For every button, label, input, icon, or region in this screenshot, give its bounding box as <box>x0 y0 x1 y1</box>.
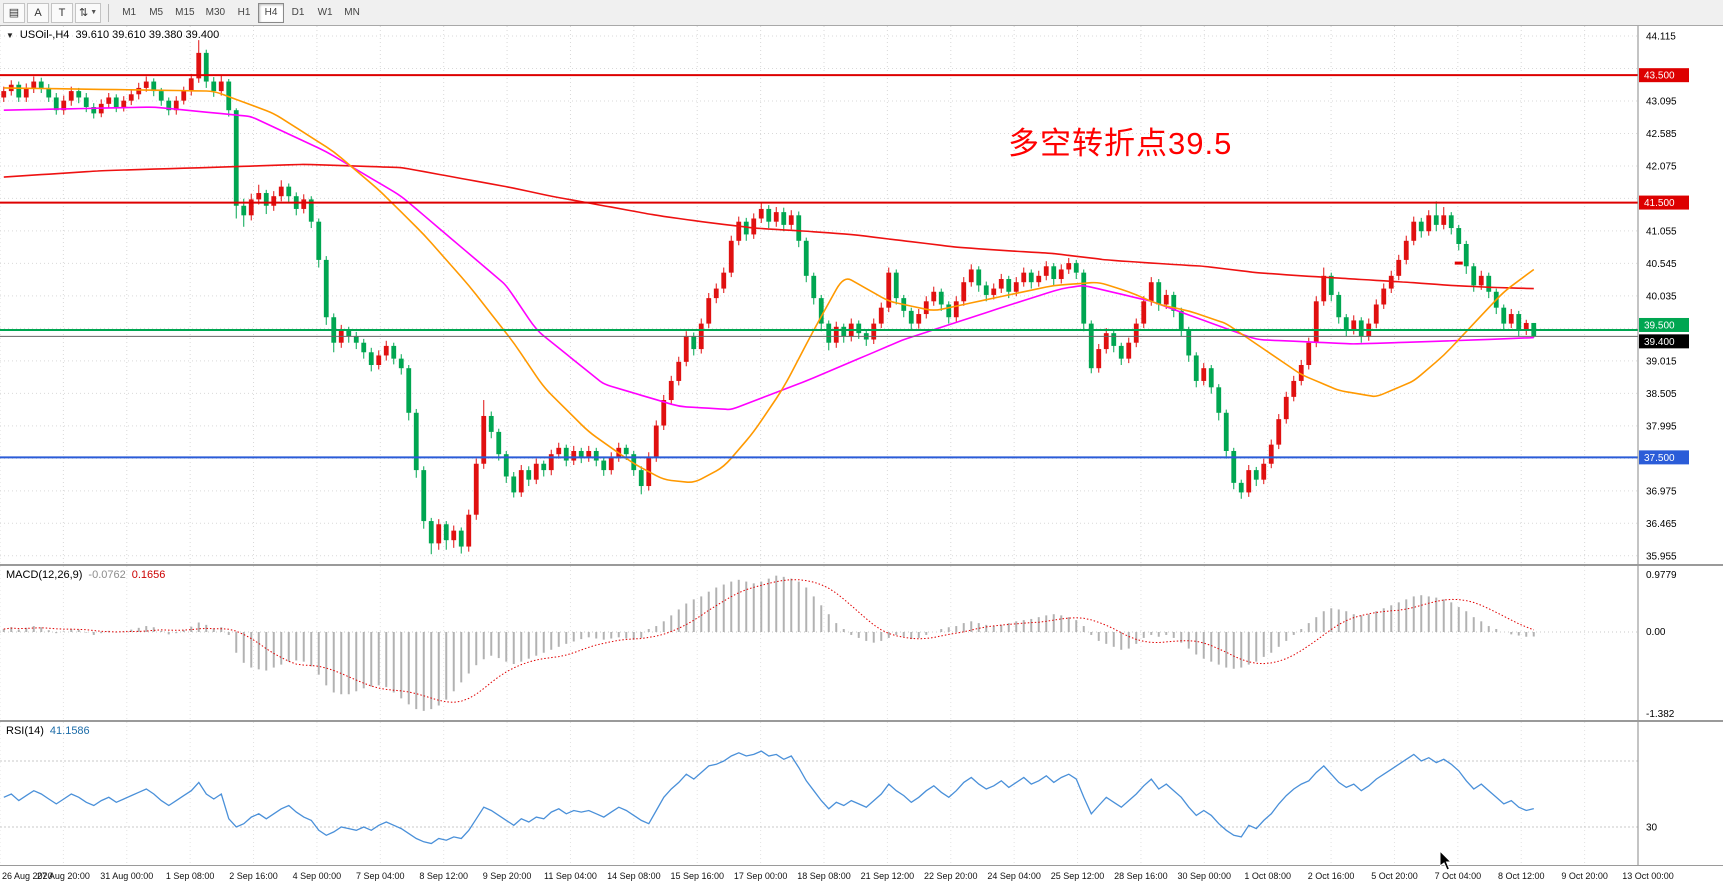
timeframe-M30[interactable]: M30 <box>201 3 230 23</box>
time-label: 4 Sep 00:00 <box>292 871 342 881</box>
svg-text:40.035: 40.035 <box>1646 291 1677 302</box>
ma-line-mid-magenta <box>3 106 1534 411</box>
macd-signal-line <box>3 579 1534 703</box>
svg-text:35.955: 35.955 <box>1646 551 1677 562</box>
time-label: 30 Sep 00:00 <box>1177 871 1232 881</box>
svg-text:36.975: 36.975 <box>1646 486 1677 497</box>
drawing-tools-button[interactable]: ⇅ ▼ <box>75 2 102 23</box>
timeframe-H1[interactable]: H1 <box>231 3 257 23</box>
macd-histogram <box>2 575 1535 711</box>
timeframe-M5[interactable]: M5 <box>143 3 169 23</box>
time-label: 31 Aug 00:00 <box>100 871 154 881</box>
svg-text:39.015: 39.015 <box>1646 356 1677 367</box>
grid <box>0 26 1638 564</box>
time-label: 13 Oct 00:00 <box>1622 871 1674 881</box>
time-label: 7 Sep 04:00 <box>356 871 405 881</box>
svg-text:37.995: 37.995 <box>1646 421 1677 432</box>
timeframe-M15[interactable]: M15 <box>170 3 199 23</box>
time-label: 2 Sep 16:00 <box>229 871 278 881</box>
time-label: 7 Oct 04:00 <box>1434 871 1482 881</box>
ma-line-fast-orange <box>3 87 1535 484</box>
time-label: 22 Sep 20:00 <box>923 871 978 881</box>
timeframe-group: M1 M5 M15 M30 H1 H4 D1 W1 MN <box>116 2 365 23</box>
time-label: 28 Sep 16:00 <box>1114 871 1168 881</box>
candlestick-chart[interactable]: 44.115 43.095 42.585 42.075 41.055 40.545 40.0… <box>0 26 1723 564</box>
svg-text:30: 30 <box>1646 823 1658 834</box>
svg-text:43.500: 43.500 <box>1644 71 1675 82</box>
time-label: 5 Oct 20:00 <box>1371 871 1418 881</box>
macd-grid <box>0 566 1638 720</box>
svg-text:0.9779: 0.9779 <box>1646 570 1677 581</box>
shapes-icon: ⇅ <box>79 7 89 19</box>
svg-text:-1.382: -1.382 <box>1646 709 1675 720</box>
price-label-43.500 <box>1639 68 1689 83</box>
time-label: 8 Sep 12:00 <box>419 871 468 881</box>
candles <box>1 40 1537 555</box>
svg-text:38.505: 38.505 <box>1646 389 1677 400</box>
rsi-grid <box>0 722 1638 865</box>
toolbar-separator <box>108 3 110 22</box>
time-axis[interactable]: 26 Aug 2020 27 Aug 20:00 31 Aug 00:00 1 Sep… <box>0 866 1723 891</box>
time-label: 8 Oct 12:00 <box>1497 871 1545 881</box>
time-label: 9 Oct 20:00 <box>1561 871 1608 881</box>
svg-text:39.400: 39.400 <box>1644 337 1675 348</box>
time-label: 27 Aug 20:00 <box>36 871 90 881</box>
chart-annotation-text: 多空转折点39.5 <box>1008 126 1233 161</box>
chevron-down-icon: ▼ <box>90 9 98 16</box>
rsi-line <box>3 750 1534 845</box>
rsi-indicator-panel[interactable]: 30 RSI(14) 41.1586 <box>0 722 1723 866</box>
price-chart-panel[interactable]: 44.115 43.095 42.585 42.075 41.055 40.545 40.0… <box>0 26 1723 566</box>
svg-text:42.075: 42.075 <box>1646 161 1677 172</box>
price-axis[interactable]: 44.115 43.095 42.585 42.075 41.055 40.545 40.0… <box>1637 26 1723 564</box>
macd-axis: 0.9779 0.00 -1.382 <box>1637 566 1723 720</box>
time-label: 15 Sep 16:00 <box>670 871 724 881</box>
time-label: 1 Oct 08:00 <box>1244 871 1291 881</box>
svg-text:39.500: 39.500 <box>1644 320 1675 331</box>
svg-text:41.500: 41.500 <box>1644 198 1675 209</box>
time-label: 14 Sep 08:00 <box>607 871 661 881</box>
svg-text:43.095: 43.095 <box>1646 96 1677 107</box>
time-label: 25 Sep 12:00 <box>1050 871 1105 881</box>
chart-windows-icon[interactable]: ▤ <box>3 2 25 23</box>
rsi-axis: 30 <box>1637 722 1723 865</box>
svg-text:42.585: 42.585 <box>1646 129 1677 140</box>
svg-text:36.465: 36.465 <box>1646 519 1677 530</box>
svg-text:44.115: 44.115 <box>1646 32 1676 43</box>
macd-chart: 0.9779 0.00 -1.382 <box>0 566 1723 720</box>
time-label: 24 Sep 04:00 <box>987 871 1041 881</box>
timeframe-M1[interactable]: M1 <box>116 3 142 23</box>
ma-line-slow-red <box>3 163 1534 290</box>
rsi-chart: 30 <box>0 722 1723 865</box>
svg-text:37.500: 37.500 <box>1644 453 1675 464</box>
svg-text:0.00: 0.00 <box>1646 627 1666 638</box>
toolbar: ▤ A T ⇅ ▼ M1 M5 M15 M30 H1 H4 D1 W1 MN <box>0 0 1723 26</box>
text-tool-icon[interactable]: T <box>51 2 73 23</box>
timeframe-MN[interactable]: MN <box>339 3 365 23</box>
time-label: 26 Aug 2020 <box>2 871 53 881</box>
trade-marker <box>1454 261 1463 265</box>
time-label: 9 Sep 20:00 <box>482 871 532 881</box>
svg-text:40.545: 40.545 <box>1646 259 1677 270</box>
mouse-cursor <box>1440 851 1453 871</box>
timeframe-H4[interactable]: H4 <box>258 2 285 23</box>
price-label-41.500 <box>1639 195 1689 210</box>
macd-indicator-panel[interactable]: 0.9779 0.00 -1.382 MACD(12,26,9) -0.0762 0… <box>0 566 1723 722</box>
price-label-39.500 <box>1639 317 1689 332</box>
cursor-tool-icon[interactable]: A <box>27 2 49 23</box>
time-label: 18 Sep 08:00 <box>797 871 851 881</box>
price-label-39.400 <box>1639 334 1689 349</box>
timeframe-W1[interactable]: W1 <box>312 3 338 23</box>
time-label: 2 Oct 16:00 <box>1307 871 1355 881</box>
price-label-37.500 <box>1639 450 1689 465</box>
time-label: 21 Sep 12:00 <box>860 871 915 881</box>
time-label: 1 Sep 08:00 <box>165 871 215 881</box>
time-label: 17 Sep 00:00 <box>733 871 788 881</box>
svg-text:41.055: 41.055 <box>1646 226 1677 237</box>
time-label: 11 Sep 04:00 <box>544 871 597 881</box>
timeframe-D1[interactable]: D1 <box>285 3 311 23</box>
